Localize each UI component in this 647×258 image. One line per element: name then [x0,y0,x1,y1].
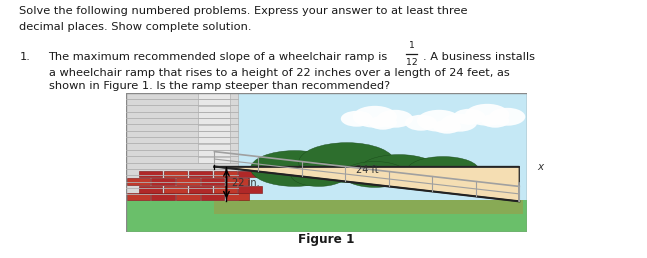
Text: 1: 1 [408,41,415,50]
Circle shape [369,116,397,130]
Bar [127,178,150,185]
Bar [139,186,162,192]
Ellipse shape [407,157,479,184]
Ellipse shape [343,162,407,187]
Text: Figure 1: Figure 1 [298,233,355,246]
Text: x: x [537,162,543,172]
Circle shape [377,110,413,128]
Bar [126,93,239,200]
Bar [139,171,162,178]
Bar [176,178,199,185]
Text: 12: 12 [406,58,417,67]
Text: shown in Figure 1. Is the ramp steeper than recommended?: shown in Figure 1. Is the ramp steeper t… [49,81,389,91]
Bar [189,186,212,192]
Bar [189,171,212,178]
Polygon shape [214,166,520,201]
Text: a wheelchair ramp that rises to a height of 22 inches over a length of 24 feet, : a wheelchair ramp that rises to a height… [49,68,509,78]
Circle shape [441,114,477,132]
Bar [164,186,187,192]
Text: Solve the following numbered problems. Express your answer to at least three: Solve the following numbered problems. E… [19,6,468,17]
Circle shape [465,104,509,126]
Text: 1.: 1. [19,52,30,62]
Circle shape [433,120,461,134]
Bar [214,200,523,214]
Bar [126,200,527,232]
Bar [176,194,199,200]
Text: 24 ft: 24 ft [356,165,378,175]
Bar [164,171,187,178]
Ellipse shape [250,151,339,187]
Text: decimal places. Show complete solution.: decimal places. Show complete solution. [19,22,252,32]
Text: . A business installs: . A business installs [423,52,535,62]
Circle shape [489,108,525,126]
Circle shape [341,111,373,127]
Ellipse shape [299,143,395,182]
Circle shape [405,115,437,131]
Bar [199,93,230,163]
Bar [226,194,249,200]
Circle shape [353,106,397,128]
Text: The maximum recommended slope of a wheelchair ramp is: The maximum recommended slope of a wheel… [49,52,388,62]
Circle shape [481,114,509,128]
Bar [201,178,225,185]
Bar [214,186,237,192]
Bar [127,194,150,200]
Ellipse shape [291,163,347,187]
Bar [226,178,249,185]
Bar [151,194,175,200]
Circle shape [417,110,461,132]
Circle shape [453,109,485,125]
Text: 22 in.: 22 in. [232,179,260,188]
Bar [201,194,225,200]
Bar [239,171,262,178]
Bar [151,178,175,185]
Ellipse shape [359,155,439,187]
Bar [239,186,262,192]
Bar [214,171,237,178]
